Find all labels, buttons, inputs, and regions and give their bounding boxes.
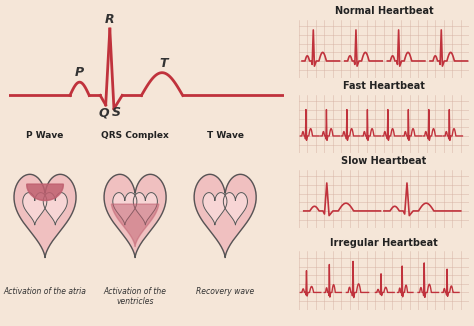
Text: Normal Heartbeat: Normal Heartbeat — [335, 6, 433, 16]
Text: P Wave: P Wave — [27, 131, 64, 140]
Polygon shape — [23, 193, 47, 225]
Text: Fast Heartbeat: Fast Heartbeat — [343, 81, 425, 91]
Polygon shape — [223, 193, 247, 225]
Text: S: S — [112, 106, 121, 119]
Polygon shape — [113, 193, 137, 225]
Polygon shape — [27, 184, 64, 200]
Polygon shape — [203, 193, 227, 225]
Polygon shape — [194, 174, 256, 258]
Text: Recovery wave: Recovery wave — [196, 287, 254, 296]
Polygon shape — [27, 184, 64, 200]
Text: R: R — [105, 13, 115, 26]
Text: QRS Complex: QRS Complex — [101, 131, 169, 140]
Polygon shape — [133, 193, 157, 225]
Text: Activation of the atria: Activation of the atria — [4, 287, 86, 296]
Text: Slow Heartbeat: Slow Heartbeat — [341, 156, 427, 166]
Polygon shape — [43, 193, 67, 225]
Polygon shape — [104, 174, 166, 258]
Text: T Wave: T Wave — [207, 131, 244, 140]
Text: T: T — [159, 57, 168, 70]
Text: P: P — [75, 67, 84, 80]
Text: Irregular Heartbeat: Irregular Heartbeat — [330, 238, 438, 248]
Polygon shape — [111, 204, 159, 247]
Text: Q: Q — [98, 106, 109, 119]
Polygon shape — [14, 174, 76, 258]
Text: Activation of the
ventricles: Activation of the ventricles — [104, 287, 166, 306]
